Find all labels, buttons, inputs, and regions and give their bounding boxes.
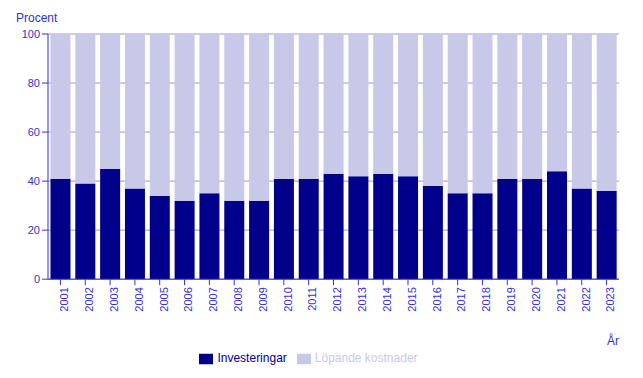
svg-text:2017: 2017 xyxy=(455,287,467,311)
svg-text:2001: 2001 xyxy=(58,287,70,311)
svg-text:2005: 2005 xyxy=(158,287,170,311)
svg-text:2007: 2007 xyxy=(207,287,219,311)
svg-text:100: 100 xyxy=(22,28,40,40)
svg-text:2003: 2003 xyxy=(108,287,120,311)
svg-text:60: 60 xyxy=(28,126,40,138)
svg-text:2002: 2002 xyxy=(83,287,95,311)
html-text:Investeringar: Investeringar xyxy=(217,351,287,366)
svg-text:2019: 2019 xyxy=(505,287,517,311)
svg-text:0: 0 xyxy=(34,273,40,285)
svg-text:2018: 2018 xyxy=(480,287,492,311)
svg-text:2022: 2022 xyxy=(580,287,592,311)
svg-text:20: 20 xyxy=(28,224,40,236)
svg-text:2014: 2014 xyxy=(381,287,393,311)
svg-text:80: 80 xyxy=(28,77,40,89)
svg-text:2021: 2021 xyxy=(555,287,567,311)
svg-text:2020: 2020 xyxy=(530,287,542,311)
svg-text:2009: 2009 xyxy=(257,287,269,311)
svg-text:2011: 2011 xyxy=(306,287,318,311)
svg-text:År: År xyxy=(607,333,619,348)
svg-text:2004: 2004 xyxy=(133,287,145,311)
svg-text:2008: 2008 xyxy=(232,287,244,311)
svg-text:2006: 2006 xyxy=(182,287,194,311)
svg-text:40: 40 xyxy=(28,175,40,187)
html-text:Löpande kostnader: Löpande kostnader xyxy=(314,351,418,366)
html-text:Procent: Procent xyxy=(16,11,58,25)
svg-text:2015: 2015 xyxy=(406,287,418,311)
svg-text:2010: 2010 xyxy=(282,287,294,311)
svg-text:2012: 2012 xyxy=(331,287,343,311)
svg-text:2016: 2016 xyxy=(431,287,443,311)
svg-text:2013: 2013 xyxy=(356,287,368,311)
svg-text:2023: 2023 xyxy=(604,287,616,311)
